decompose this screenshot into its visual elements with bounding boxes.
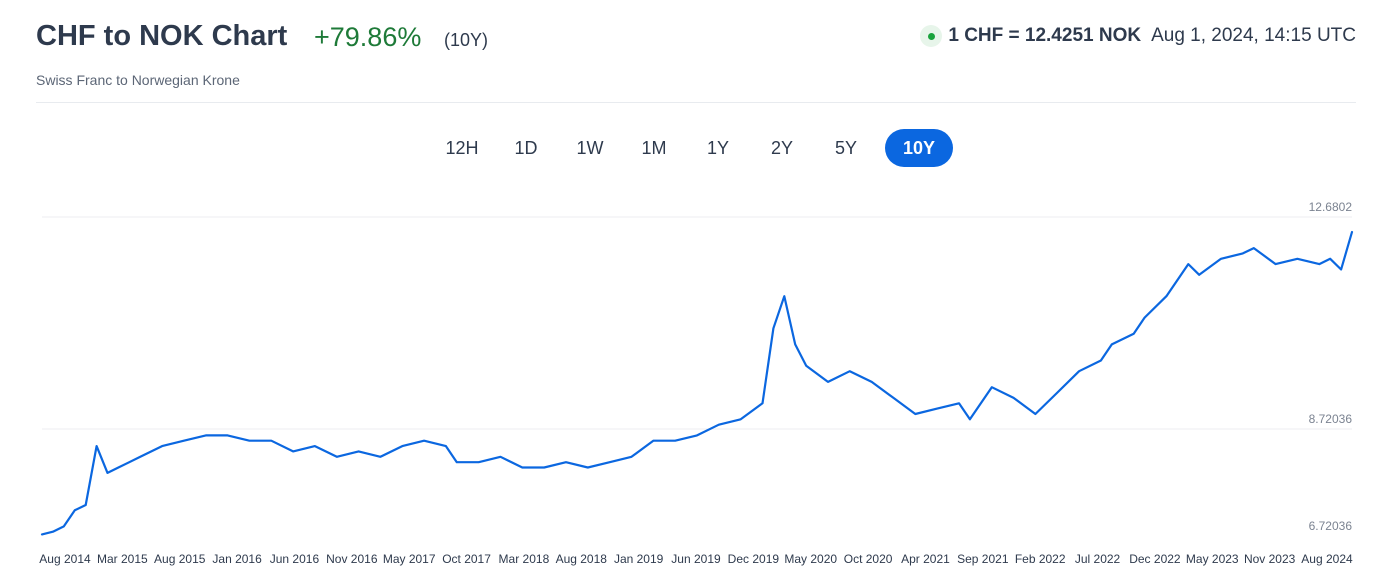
y-tick-label: 6.72036 xyxy=(1309,519,1353,533)
chart-header: CHF to NOK Chart +79.86% (10Y) 1 CHF = 1… xyxy=(36,18,1356,58)
header-divider xyxy=(36,102,1356,103)
range-button-1d[interactable]: 1D xyxy=(501,129,551,167)
x-tick-label: Dec 2019 xyxy=(728,552,780,566)
percent-change: +79.86% xyxy=(314,22,422,52)
x-tick-label: Aug 2015 xyxy=(154,552,206,566)
page-title: CHF to NOK Chart xyxy=(36,20,288,52)
range-button-1m[interactable]: 1M xyxy=(629,129,679,167)
x-tick-label: Nov 2016 xyxy=(326,552,378,566)
x-tick-label: Nov 2023 xyxy=(1244,552,1296,566)
x-tick-label: May 2023 xyxy=(1186,552,1239,566)
x-tick-label: Oct 2020 xyxy=(844,552,893,566)
y-tick-label: 8.72036 xyxy=(1309,412,1353,426)
x-tick-label: Jul 2022 xyxy=(1075,552,1121,566)
line-chart: 12.6802 8.72036 6.72036 Aug 2014 Mar 2015 Aug… xyxy=(39,200,1354,566)
range-button-1w[interactable]: 1W xyxy=(565,129,615,167)
x-tick-label: Oct 2017 xyxy=(442,552,491,566)
x-tick-label: Apr 2021 xyxy=(901,552,950,566)
y-tick-label: 12.6802 xyxy=(1309,200,1353,214)
range-button-5y[interactable]: 5Y xyxy=(821,129,871,167)
x-tick-label: Jun 2016 xyxy=(270,552,320,566)
x-tick-label: Mar 2018 xyxy=(499,552,550,566)
x-tick-label: Mar 2015 xyxy=(97,552,148,566)
range-button-1y[interactable]: 1Y xyxy=(693,129,743,167)
exchange-rate: 1 CHF = 12.4251 NOK xyxy=(948,25,1142,46)
rate-timestamp: Aug 1, 2024, 14:15 UTC xyxy=(1151,25,1356,46)
x-tick-label: Aug 2024 xyxy=(1301,552,1353,566)
range-button-10y[interactable]: 10Y xyxy=(885,129,953,167)
period-label: (10Y) xyxy=(444,30,489,50)
time-range-selector: 12H 1D 1W 1M 1Y 2Y 5Y 10Y xyxy=(0,129,1380,167)
x-tick-label: Feb 2022 xyxy=(1015,552,1066,566)
series-line xyxy=(40,230,1354,536)
x-tick-label: Sep 2021 xyxy=(957,552,1009,566)
x-tick-label: Dec 2022 xyxy=(1129,552,1181,566)
x-tick-label: Aug 2014 xyxy=(39,552,91,566)
x-tick-label: Jan 2019 xyxy=(614,552,664,566)
pair-subtitle: Swiss Franc to Norwegian Krone xyxy=(36,72,240,88)
x-tick-label: Jun 2019 xyxy=(671,552,721,566)
live-dot-icon xyxy=(920,25,943,47)
x-tick-label: May 2020 xyxy=(784,552,837,566)
x-tick-label: Aug 2018 xyxy=(556,552,608,566)
live-rate: 1 CHF = 12.4251 NOK Aug 1, 2024, 14:15 U… xyxy=(920,22,1356,50)
x-tick-label: May 2017 xyxy=(383,552,436,566)
range-button-2y[interactable]: 2Y xyxy=(757,129,807,167)
range-button-12h[interactable]: 12H xyxy=(437,129,487,167)
x-tick-label: Jan 2016 xyxy=(212,552,262,566)
